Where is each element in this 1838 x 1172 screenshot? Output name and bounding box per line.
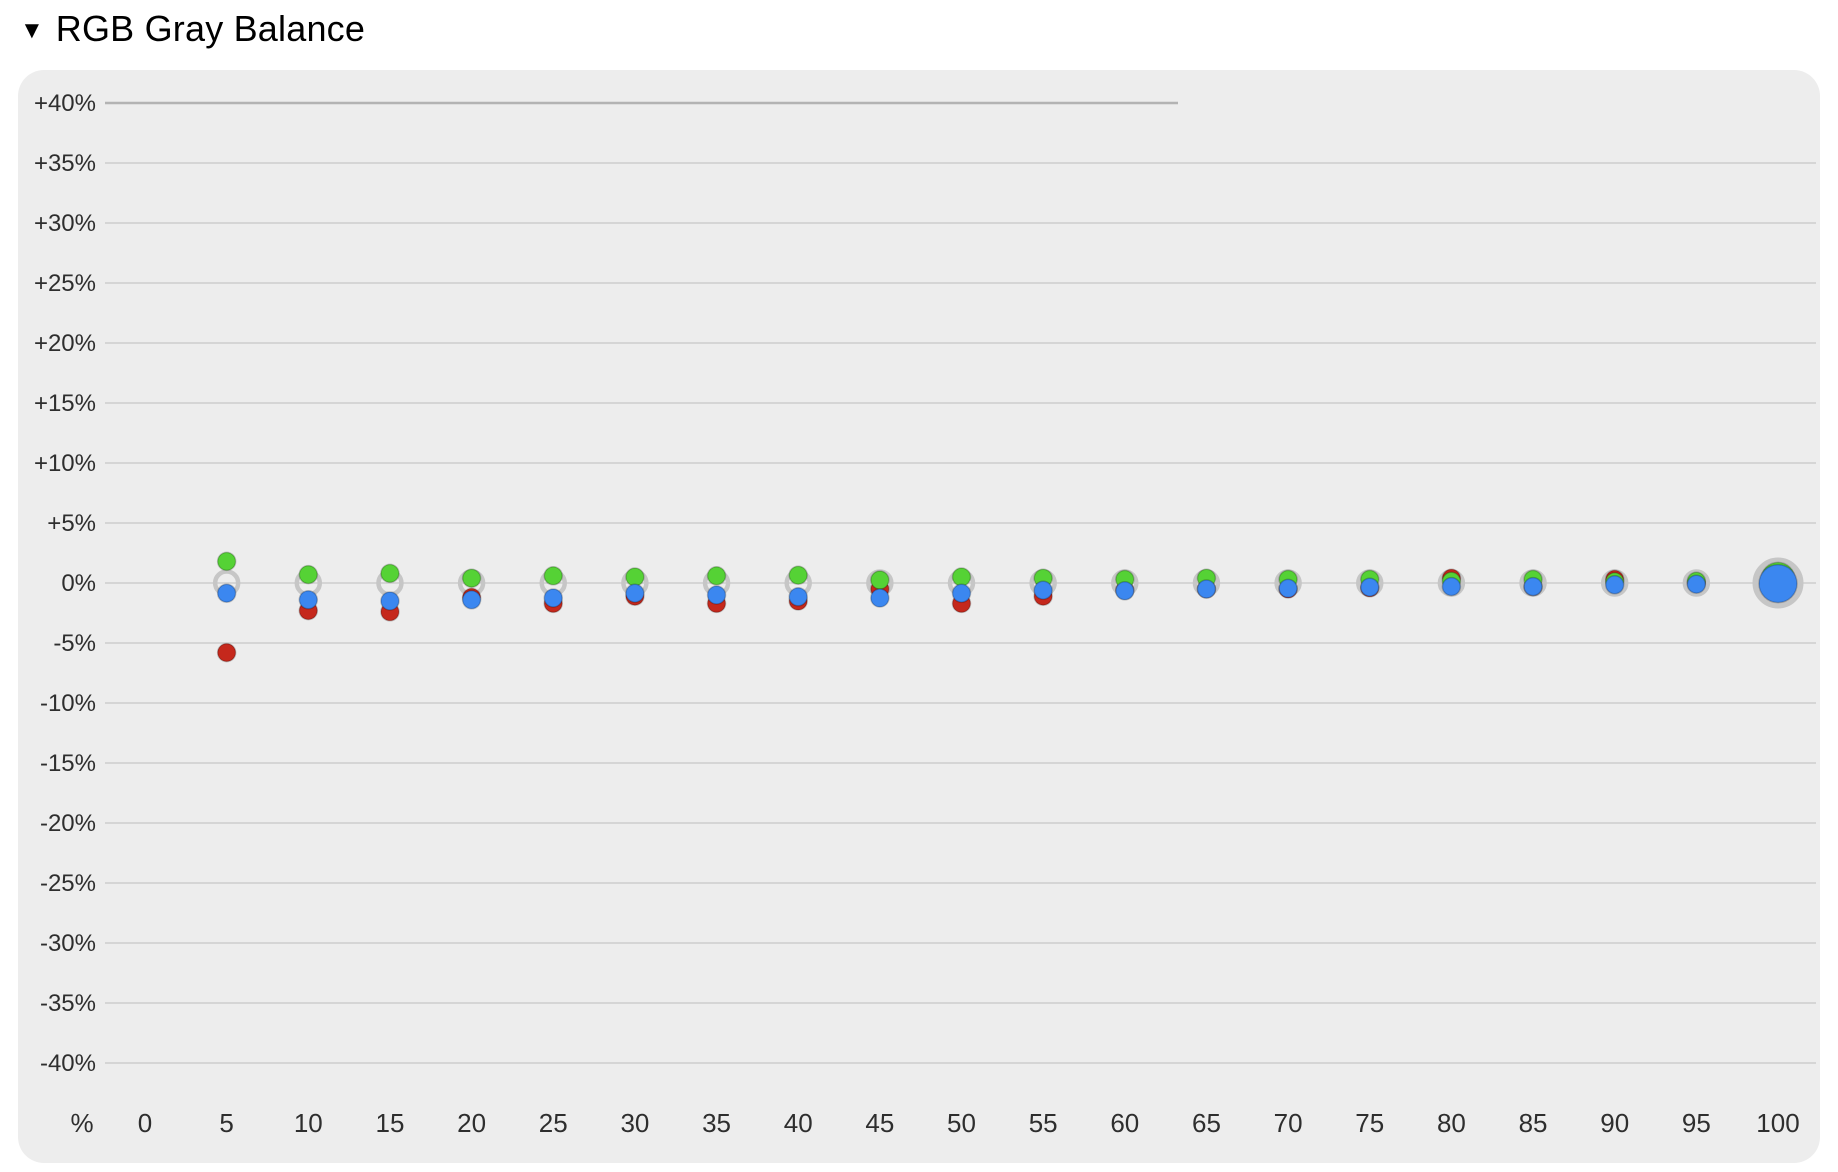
blue-channel-dot xyxy=(216,583,237,603)
y-tick-label: +10% xyxy=(34,450,96,477)
y-tick-label: -5% xyxy=(53,630,96,657)
section-header: ▼ RGB Gray Balance xyxy=(20,8,365,50)
y-tick-label: -20% xyxy=(40,810,96,837)
blue-channel-dot xyxy=(1196,579,1217,599)
x-tick-label: 55 xyxy=(1029,1108,1058,1138)
y-tick-label: +40% xyxy=(34,90,96,117)
blue-channel-dot xyxy=(298,590,319,610)
green-channel-dot xyxy=(543,566,563,586)
x-tick-label: 60 xyxy=(1110,1108,1139,1138)
green-channel-dot xyxy=(951,567,972,587)
x-tick-label: 50 xyxy=(947,1108,976,1138)
blue-channel-dot xyxy=(543,588,563,608)
blue-channel-dot xyxy=(1758,563,1798,604)
blue-channel-dot xyxy=(380,591,400,611)
disclosure-triangle-icon[interactable]: ▼ xyxy=(20,17,44,44)
gray-balance-scatter-chart: +40% +35% +30% +25% +20% +15% +10% +5% 0% -5% -10%… xyxy=(34,90,1816,1138)
y-tick-label: +35% xyxy=(34,150,96,177)
blue-channel-dot xyxy=(1278,578,1298,599)
green-channel-dot xyxy=(461,568,482,588)
blue-channel-dot xyxy=(1523,576,1543,597)
x-tick-label: 30 xyxy=(620,1108,649,1138)
section-title: RGB Gray Balance xyxy=(55,8,366,49)
x-tick-label: 65 xyxy=(1192,1108,1221,1138)
x-tick-label: 75 xyxy=(1355,1108,1384,1138)
x-tick-label: 5 xyxy=(219,1108,233,1138)
green-channel-dot xyxy=(216,551,237,572)
x-tick-label: 100 xyxy=(1756,1108,1799,1138)
y-tick-label: -30% xyxy=(40,930,96,957)
x-tick-label: 25 xyxy=(539,1108,568,1138)
x-tick-label: 95 xyxy=(1682,1108,1711,1138)
green-channel-dot xyxy=(706,566,727,586)
x-tick-label: 35 xyxy=(702,1108,731,1138)
blue-channel-dot xyxy=(1360,577,1380,597)
y-tick-label: +5% xyxy=(47,510,96,537)
y-tick-label: -35% xyxy=(40,990,96,1017)
blue-channel-dot xyxy=(706,585,727,605)
y-tick-label: +25% xyxy=(34,270,96,297)
y-tick-label: +30% xyxy=(34,210,96,237)
y-tick-label: +15% xyxy=(34,390,96,417)
gray-target-ring xyxy=(1752,557,1804,609)
blue-channel-dot xyxy=(1033,580,1053,600)
green-channel-dot xyxy=(788,565,808,585)
x-axis-unit-label: % xyxy=(70,1108,93,1138)
blue-channel-dot xyxy=(788,587,808,607)
blue-channel-dot xyxy=(1604,575,1625,595)
x-tick-label: 80 xyxy=(1437,1108,1466,1138)
x-tick-label: 90 xyxy=(1600,1108,1629,1138)
blue-channel-dot xyxy=(625,583,645,603)
x-tick-label: 0 xyxy=(138,1108,152,1138)
y-tick-label: -25% xyxy=(40,870,96,897)
x-tick-label: 20 xyxy=(457,1108,486,1138)
x-tick-label: 70 xyxy=(1274,1108,1303,1138)
y-tick-label: -10% xyxy=(40,690,96,717)
green-channel-dot xyxy=(625,567,645,587)
y-tick-label: -15% xyxy=(40,750,96,777)
blue-channel-dot xyxy=(870,588,890,608)
blue-channel-dot xyxy=(461,590,482,610)
x-tick-label: 10 xyxy=(294,1108,323,1138)
green-channel-dot xyxy=(380,563,400,584)
y-tick-label: -40% xyxy=(40,1050,96,1077)
y-tick-label: 0% xyxy=(61,570,96,597)
chart-panel: +40% +35% +30% +25% +20% +15% +10% +5% 0% -5% -10%… xyxy=(18,70,1820,1163)
green-channel-dot xyxy=(298,564,319,585)
blue-channel-dot xyxy=(1441,576,1462,597)
blue-channel-dot xyxy=(951,583,972,603)
y-tick-label: +20% xyxy=(34,330,96,357)
x-tick-label: 40 xyxy=(784,1108,813,1138)
x-tick-label: 85 xyxy=(1519,1108,1548,1138)
red-channel-dot xyxy=(216,642,237,663)
gray-target-ring xyxy=(1682,569,1711,597)
blue-channel-dot xyxy=(1686,574,1707,594)
x-tick-label: 15 xyxy=(375,1108,404,1138)
green-channel-dot xyxy=(870,570,890,590)
x-tick-label: 45 xyxy=(865,1108,894,1138)
blue-channel-dot xyxy=(1115,581,1135,601)
